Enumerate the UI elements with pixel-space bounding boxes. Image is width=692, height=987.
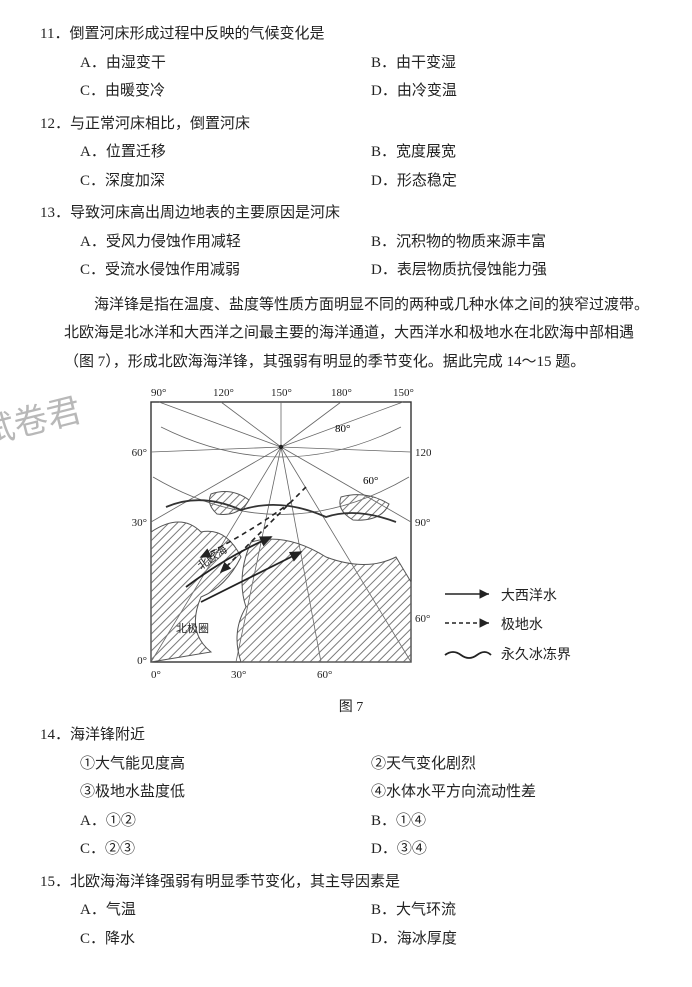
option-B: B．由干变湿 — [371, 49, 662, 78]
svg-text:80°: 80° — [335, 423, 350, 435]
figure-7: 北欧海 北极圈 80° 60° 90° 120° 150° 180° 150° … — [40, 382, 662, 693]
option-A: A．①② — [80, 807, 371, 836]
question-11: 11．倒置河床形成过程中反映的气候变化是A．由湿变干B．由干变湿C．由暖变冷D．… — [40, 20, 662, 106]
sub-option: ③极地水盐度低 — [80, 778, 371, 807]
option-C: C．深度加深 — [80, 167, 371, 196]
svg-text:60°: 60° — [317, 669, 332, 681]
svg-text:60°: 60° — [132, 447, 147, 459]
question-stem: 12．与正常河床相比，倒置河床 — [40, 110, 662, 139]
svg-text:0°: 0° — [137, 655, 147, 667]
option-A: A．气温 — [80, 896, 371, 925]
svg-text:90°: 90° — [151, 387, 166, 399]
option-A: A．由湿变干 — [80, 49, 371, 78]
option-D: D．海冰厚度 — [371, 925, 662, 954]
svg-text:60°: 60° — [415, 613, 430, 625]
legend-polar: 极地水 — [501, 613, 543, 640]
legend-ice: 永久冰冻界 — [501, 643, 571, 670]
option-D: D．由冷变温 — [371, 77, 662, 106]
option-C: C．受流水侵蚀作用减弱 — [80, 256, 371, 285]
option-B: B．宽度展宽 — [371, 138, 662, 167]
sub-option: ④水体水平方向流动性差 — [371, 778, 662, 807]
svg-text:120°: 120° — [415, 447, 431, 459]
passage: 海洋锋是指在温度、盐度等性质方面明显不同的两种或几种水体之间的狭窄过渡带。北欧海… — [64, 291, 662, 377]
label-arctic-circle: 北极圈 — [176, 621, 209, 635]
map-svg: 北欧海 北极圈 80° 60° 90° 120° 150° 180° 150° … — [131, 382, 431, 682]
svg-text:30°: 30° — [231, 669, 246, 681]
option-D: D．③④ — [371, 835, 662, 864]
option-A: A．受风力侵蚀作用减轻 — [80, 228, 371, 257]
option-B: B．大气环流 — [371, 896, 662, 925]
map-legend: 大西洋水 极地水 永久冰冻界 — [443, 581, 571, 673]
svg-text:0°: 0° — [151, 669, 161, 681]
option-D: D．表层物质抗侵蚀能力强 — [371, 256, 662, 285]
sub-option: ②天气变化剧烈 — [371, 750, 662, 779]
option-C: C．②③ — [80, 835, 371, 864]
svg-text:180°: 180° — [331, 387, 352, 399]
question-stem: 14．海洋锋附近 — [40, 721, 662, 750]
svg-text:150°: 150° — [393, 387, 414, 399]
svg-text:60°: 60° — [363, 475, 378, 487]
option-C: C．由暖变冷 — [80, 77, 371, 106]
question-14: 14．海洋锋附近①大气能见度高②天气变化剧烈③极地水盐度低④水体水平方向流动性差… — [40, 721, 662, 864]
question-stem: 13．导致河床高出周边地表的主要原因是河床 — [40, 199, 662, 228]
svg-text:120°: 120° — [213, 387, 234, 399]
legend-atlantic: 大西洋水 — [501, 584, 557, 611]
svg-text:30°: 30° — [132, 517, 147, 529]
question-15: 15．北欧海海洋锋强弱有明显季节变化，其主导因素是A．气温B．大气环流C．降水D… — [40, 868, 662, 954]
figure-caption: 图 7 — [40, 695, 662, 722]
question-stem: 11．倒置河床形成过程中反映的气候变化是 — [40, 20, 662, 49]
option-A: A．位置迁移 — [80, 138, 371, 167]
option-D: D．形态稳定 — [371, 167, 662, 196]
svg-text:90°: 90° — [415, 517, 430, 529]
question-13: 13．导致河床高出周边地表的主要原因是河床A．受风力侵蚀作用减轻B．沉积物的物质… — [40, 199, 662, 285]
question-12: 12．与正常河床相比，倒置河床A．位置迁移B．宽度展宽C．深度加深D．形态稳定 — [40, 110, 662, 196]
svg-text:150°: 150° — [271, 387, 292, 399]
option-B: B．①④ — [371, 807, 662, 836]
sub-option: ①大气能见度高 — [80, 750, 371, 779]
option-B: B．沉积物的物质来源丰富 — [371, 228, 662, 257]
question-stem: 15．北欧海海洋锋强弱有明显季节变化，其主导因素是 — [40, 868, 662, 897]
option-C: C．降水 — [80, 925, 371, 954]
